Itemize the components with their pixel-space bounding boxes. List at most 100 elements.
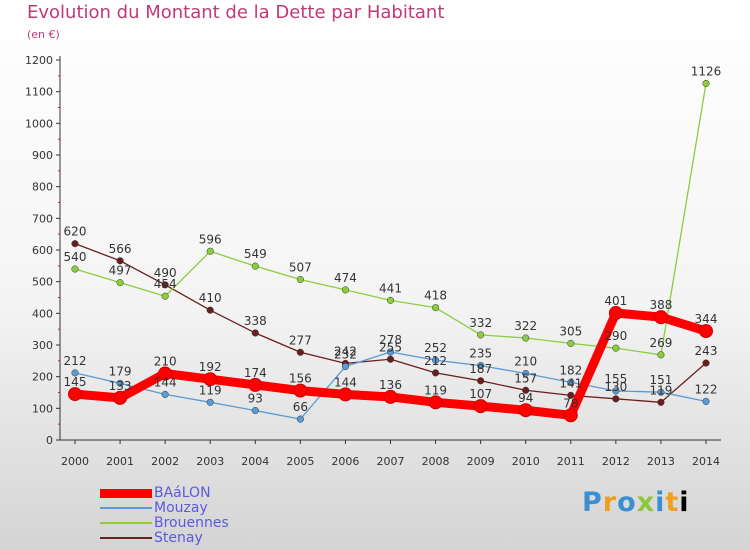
data-point [251,262,259,270]
data-label: 332 [469,316,492,330]
x-tick-label: 2012 [602,455,630,468]
data-label: 136 [379,378,402,392]
x-tick-label: 2007 [377,455,405,468]
data-label: 141 [559,376,582,390]
y-tick-label: 1000 [25,117,53,130]
data-point [116,379,124,387]
data-label: 232 [334,348,357,362]
data-point [386,348,395,356]
data-label: 243 [695,344,718,358]
data-point [612,395,620,403]
brand-letter: t [665,487,680,518]
y-tick-label: 900 [32,149,53,162]
data-label: 549 [244,247,267,261]
data-point [522,369,530,378]
data-point [657,351,665,359]
data-point [296,275,304,284]
data-label: 454 [154,277,177,291]
data-point [699,324,713,339]
y-tick-label: 100 [32,402,53,415]
x-tick-label: 2014 [692,455,720,468]
data-point [702,359,710,367]
data-label: 388 [649,298,672,312]
x-tick-label: 2006 [331,455,359,468]
legend-swatch [100,522,152,524]
data-point [71,240,79,248]
data-point [567,391,575,399]
data-point [341,286,349,294]
x-tick-label: 2010 [512,455,540,468]
data-label: 401 [604,294,627,308]
x-tick-label: 2013 [647,455,675,468]
data-label: 119 [199,383,222,397]
data-label: 497 [109,264,132,278]
data-point [161,390,169,398]
data-point [248,377,263,392]
data-point [612,387,620,395]
brand-letter: x [636,487,656,518]
y-tick-label: 1100 [25,86,53,99]
x-tick-label: 2001 [106,455,134,468]
data-label: 144 [154,375,177,389]
data-point [473,399,488,414]
x-tick-label: 2004 [241,455,269,468]
data-point [563,408,578,423]
x-tick-label: 2009 [467,455,495,468]
data-point [251,407,259,415]
y-tick-label: 0 [46,434,53,447]
legend-swatch [100,489,152,498]
data-label: 182 [559,363,582,377]
data-point [71,265,79,273]
data-label: 338 [244,314,267,328]
data-point [386,355,395,363]
data-label: 130 [604,380,627,394]
data-point [518,403,533,418]
data-label: 278 [379,333,402,347]
data-label: 66 [293,400,308,414]
y-tick-label: 200 [32,371,53,384]
legend-label: Stenay [154,530,203,546]
x-tick-label: 2005 [286,455,314,468]
y-tick-label: 700 [32,212,53,225]
data-label: 94 [518,391,533,405]
data-label: 179 [109,364,132,378]
data-point [653,310,668,325]
x-tick-label: 2008 [422,455,450,468]
data-point [522,386,530,394]
data-point [657,398,665,406]
data-label: 192 [199,360,222,374]
data-point [206,398,214,406]
data-label: 119 [649,383,672,397]
x-tick-label: 2000 [61,455,89,468]
data-label: 212 [424,354,447,368]
data-label: 1126 [691,64,722,78]
legend-label: Brouennes [154,515,229,531]
data-point [702,79,710,87]
x-tick-label: 2002 [151,455,179,468]
data-label: 540 [64,250,87,264]
legend-label: BAáLON [154,485,211,501]
legend-label: Mouzay [154,500,208,516]
data-point [203,372,218,387]
data-point [206,247,214,255]
data-point [296,348,304,356]
data-point [338,387,353,402]
brand-letter: P [582,487,603,518]
y-tick-label: 800 [32,181,53,194]
data-label: 410 [199,291,222,305]
data-label: 174 [244,366,267,380]
data-point [432,369,440,377]
data-label: 322 [514,319,537,333]
data-point [68,387,82,402]
data-label: 277 [289,333,312,347]
data-label: 242 [334,344,357,358]
data-point [477,377,485,385]
data-label: 507 [289,260,312,274]
legend-swatch [100,507,152,509]
y-tick-label: 300 [32,339,53,352]
data-label: 210 [514,355,537,369]
data-point [296,415,304,423]
data-point [612,344,620,352]
data-point [293,383,308,398]
